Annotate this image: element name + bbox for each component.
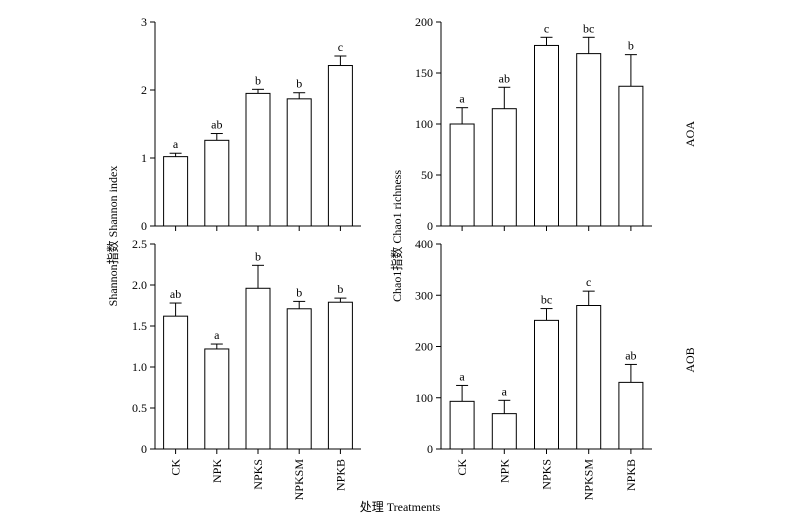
x-axis-label: 处理 Treatments: [360, 500, 441, 514]
chao1-aob-bar-npkb: [618, 381, 644, 450]
chao1-aob-y-tick-label: 200: [415, 340, 433, 354]
shannon-aoa-y-tick-label: 1: [141, 151, 147, 165]
chao1-aoa-sig-label: ab: [499, 71, 510, 85]
shannon-aoa-y-tick-label: 3: [141, 15, 147, 29]
chao1-aoa-y-tick-label: 150: [415, 66, 433, 80]
shannon-aoa-sig-label: ab: [211, 118, 222, 132]
chao1-aob-category-label: NPKB: [624, 459, 638, 491]
chao1-aoa-bar-npks: [534, 44, 559, 227]
chao1-aob-sig-label: a: [502, 384, 508, 398]
shannon-aob-y-tick-label: 1.5: [132, 319, 147, 333]
chao1-aob-sig-label: ab: [625, 348, 636, 362]
shannon-aob-sig-label: a: [214, 328, 220, 342]
chao1-aob-y-tick-label: 100: [415, 391, 433, 405]
shannon-aob-y-tick-label: 1.0: [132, 360, 147, 374]
panel-shannon-aoa: 0 1 2 3 a ab b b c: [141, 15, 361, 233]
shannon-aob-bar-npkb: [327, 301, 353, 450]
chao1-aob-sig-label: bc: [541, 293, 552, 307]
shannon-aob-bar-npks: [245, 287, 271, 450]
chao1-aob-category-label: CK: [455, 459, 469, 476]
shannon-aob-category-label: NPKB: [333, 459, 347, 491]
chao1-aob-bar-ck: [449, 400, 475, 450]
shannon-aoa-y-tick-label: 0: [141, 219, 147, 233]
chao1-aob-y-tick-label: 300: [415, 288, 433, 302]
shannon-aob-y-tick-label: 0.5: [132, 401, 147, 415]
chao1-aob-sig-label: c: [586, 275, 591, 289]
chao1-aob-category-label: NPKSM: [582, 459, 596, 501]
chao1-aoa-sig-label: b: [628, 39, 634, 53]
chao1-aob-category-label: NPK: [497, 459, 511, 483]
shannon-aob-category-label: NPKSM: [292, 459, 306, 501]
chao1-aoa-y-tick-label: 0: [427, 219, 433, 233]
row-label-aoa: AOA: [683, 121, 697, 147]
shannon-aoa-sig-label: b: [296, 77, 302, 91]
chao1-aoa-sig-label: c: [544, 21, 549, 35]
chao1-aob-bar-npks: [534, 319, 559, 450]
chao1-aoa-bar-npkb: [618, 85, 644, 227]
shannon-aob-category-label: CK: [169, 459, 183, 476]
chao1-aoa-y-tick-label: 50: [421, 168, 433, 182]
shannon-aob-category-label: NPK: [210, 459, 224, 483]
shannon-aoa-bar-ck: [163, 156, 189, 227]
chao1-aoa-bar-npksm: [576, 53, 602, 227]
panel-chao1-aoa: 0 50 100 150 200 a ab c bc b: [415, 15, 652, 233]
shannon-aob-bar-ck: [163, 315, 189, 450]
shannon-aoa-bar-npk: [204, 139, 230, 227]
chao1-aoa-sig-label: a: [459, 92, 465, 106]
shannon-aoa-y-tick-label: 2: [141, 83, 147, 97]
shannon-aob-category-label: NPKS: [251, 459, 265, 490]
shannon-aob-sig-label: ab: [170, 287, 181, 301]
shannon-aoa-bar-npkb: [327, 65, 353, 227]
chao1-aob-sig-label: a: [459, 369, 465, 383]
shannon-aob-y-tick-label: 2.5: [132, 237, 147, 251]
shannon-aob-sig-label: b: [296, 285, 302, 299]
shannon-aob-bar-npksm: [286, 308, 312, 450]
panel-shannon-aob: 0 0.5 1.0 1.5 2.0 2.5 ab CK a NPK b NPKS b NPKSM b NPKB: [132, 237, 361, 500]
shannon-aob-sig-label: b: [337, 282, 343, 296]
shannon-aoa-sig-label: c: [338, 40, 343, 54]
shannon-aob-sig-label: b: [255, 249, 261, 263]
shannon-aob-y-tick-label: 0: [141, 442, 147, 456]
chao1-y-axis-label: Chao1指数 Chao1 richness: [389, 170, 404, 302]
shannon-aoa-sig-label: a: [173, 137, 179, 151]
chao1-aob-y-tick-label: 400: [415, 237, 433, 251]
shannon-aoa-bar-npksm: [286, 98, 312, 227]
chao1-aob-category-label: NPKS: [540, 459, 554, 490]
shannon-aob-y-tick-label: 2.0: [132, 278, 147, 292]
chao1-aoa-bar-npk: [491, 108, 517, 227]
panel-chao1-aob: 0 100 200 300 400 a CK a NPK bc NPKS c NPKSM ab NPKB: [415, 237, 652, 500]
chao1-aob-bar-npk: [491, 413, 517, 450]
row-label-aob: AOB: [683, 347, 697, 372]
chao1-aoa-sig-label: bc: [583, 21, 594, 35]
chao1-aob-y-tick-label: 0: [427, 442, 433, 456]
shannon-aob-bar-npk: [204, 348, 230, 450]
chao1-aoa-y-tick-label: 100: [415, 117, 433, 131]
shannon-aoa-bar-npks: [245, 92, 271, 227]
chao1-aoa-y-tick-label: 200: [415, 15, 433, 29]
chao1-aob-bar-npksm: [576, 305, 602, 450]
shannon-aoa-sig-label: b: [255, 73, 261, 87]
shannon-y-axis-label: Shannon指数 Shannon index: [105, 166, 120, 307]
chao1-aoa-bar-ck: [449, 123, 475, 227]
